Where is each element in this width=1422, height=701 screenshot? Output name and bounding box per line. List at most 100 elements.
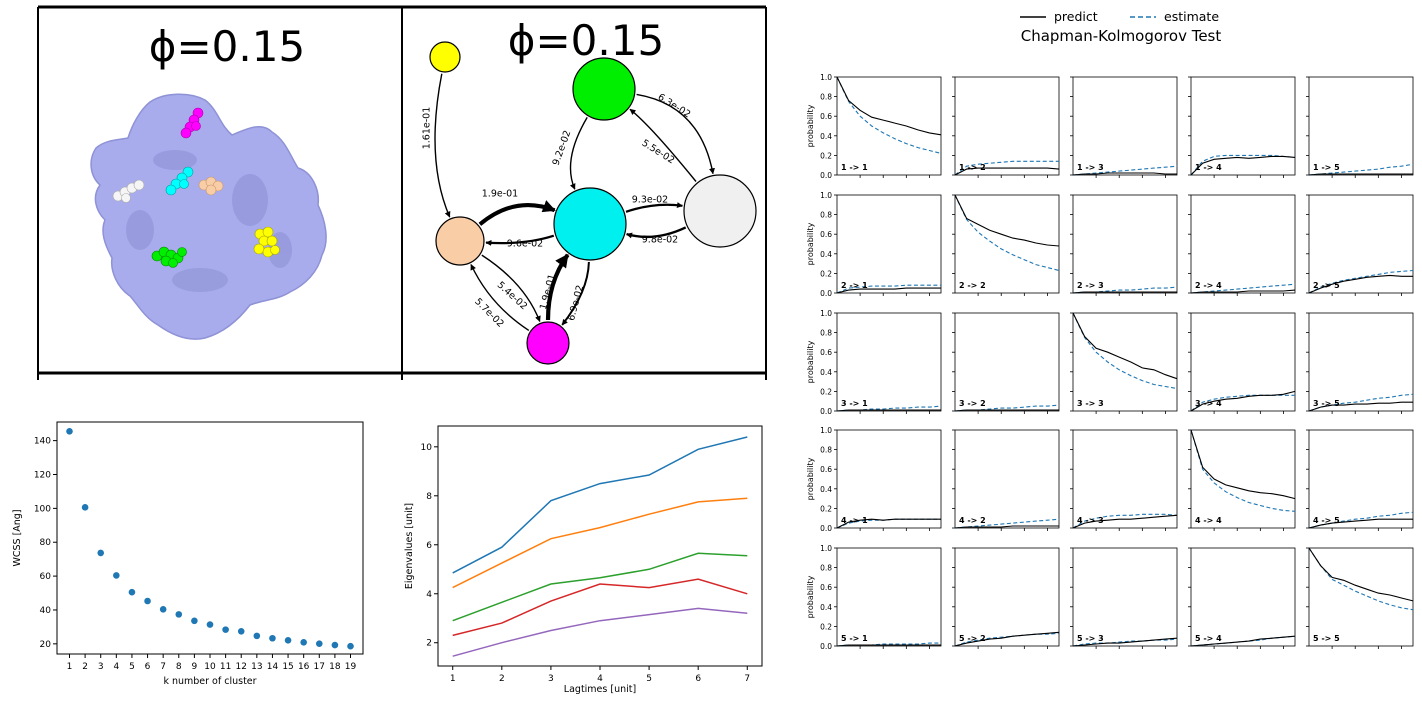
series-line-2: [452, 497, 748, 589]
ck-panel: 5 -> 5: [1306, 547, 1414, 649]
y-tick-label: 140: [34, 437, 51, 447]
data-point: [128, 588, 136, 596]
y-tick-label: 0.2: [820, 504, 832, 513]
pocket-green: [151, 246, 187, 268]
y-tick-label: 10: [421, 443, 433, 453]
ck-panel: 5 -> 2: [952, 547, 1060, 649]
ck-panel-frame: [1190, 76, 1296, 176]
estimate-line: [836, 76, 942, 154]
x-tick-label: 5: [646, 674, 652, 684]
y-tick-label: 0.2: [820, 269, 832, 278]
predict-line: [1308, 518, 1413, 529]
pocket-yellow: [253, 226, 280, 258]
predict-line: [1190, 155, 1296, 176]
ck-panel-frame: [954, 429, 1060, 529]
y-tick-label: 0.8: [820, 93, 832, 102]
ck-panel-frame: [1072, 547, 1178, 647]
ck-panel-label: 2 -> 2: [959, 281, 986, 290]
predict-line: [1190, 390, 1296, 412]
estimate-line: [836, 405, 942, 412]
series-line-5: [452, 607, 748, 657]
x-tick-label: 4: [597, 674, 603, 684]
data-point: [81, 504, 89, 511]
estimate-line: [836, 642, 941, 647]
plot-frame: [437, 425, 763, 667]
ck-panel: 0.0 0.2 0.4 0.6 0.8 1.0 probability 5 -> 1: [806, 544, 942, 651]
pocket-cyan: [165, 166, 194, 196]
edge-magenta-to-peach: [470, 263, 530, 331]
estimate-line: [1072, 312, 1178, 390]
y-tick-label: 0.0: [820, 171, 832, 180]
data-point: [206, 621, 214, 628]
y-tick-label: 20: [40, 640, 52, 650]
ck-panel-frame: [836, 194, 942, 294]
ck-panel-label: 5 -> 5: [1313, 634, 1340, 643]
estimate-line: [1190, 283, 1296, 294]
ck-panel-label: 3 -> 1: [841, 399, 868, 408]
ck-panel-frame: [836, 547, 942, 647]
ck-panel: 4 -> 5: [1306, 429, 1414, 531]
pocket-magenta: [180, 107, 204, 139]
edge-green-to-white: [636, 93, 715, 175]
ck-panel-frame: [1308, 429, 1414, 529]
x-tick-label: 17: [314, 662, 325, 672]
y-tick-label: 0.6: [820, 112, 832, 121]
y-tick-label: 4: [426, 590, 432, 600]
ck-panel-label: 5 -> 2: [959, 634, 986, 643]
ck-panel-label: 5 -> 3: [1077, 634, 1104, 643]
edge-label: 6.3e-02: [656, 92, 693, 121]
ck-panel-frame: [1308, 312, 1414, 412]
ck-panel: 4 -> 2: [952, 429, 1060, 531]
y-tick-label: 0.8: [820, 329, 832, 338]
y-tick-label: 0.8: [820, 446, 832, 455]
ck-panel-frame: [1308, 76, 1414, 176]
structure-title: ϕ=0.15: [149, 22, 305, 71]
estimate-line: [1072, 165, 1178, 176]
ck-legend: predict estimate: [1020, 9, 1219, 24]
ck-test-grid: Chapman-Kolmogorov Test predict estimate…: [806, 9, 1414, 651]
x-tick-label: 4: [113, 662, 119, 672]
x-tick-label: 7: [160, 662, 166, 672]
series-line-3: [452, 552, 748, 622]
predict-line: [1072, 312, 1178, 380]
y-tick-label: 0.6: [820, 348, 832, 357]
estimate-line: [1072, 286, 1178, 294]
y-tick-label: 100: [34, 504, 51, 514]
ck-panel: 0.0 0.2 0.4 0.6 0.8 1.0 probability 3 -> 1: [806, 309, 942, 416]
data-point: [144, 597, 151, 605]
ck-panel-label: 1 -> 5: [1313, 163, 1340, 172]
x-tick-label: 12: [235, 662, 246, 672]
y-tick-label: 8: [426, 492, 432, 502]
x-tick-label: 2: [499, 674, 505, 684]
y-tick-label: 1.0: [820, 73, 832, 82]
x-tick-label: 1: [450, 674, 456, 684]
estimate-line: [1072, 513, 1178, 529]
eigenvalue-plot: 1 2 3 4 5 6 7 2 4 6 8 10 Lagtimes [unit] Eigenvalues …: [404, 425, 763, 695]
network-title: ϕ=0.15: [508, 16, 664, 65]
edge-label: 1.61e-01: [422, 107, 433, 150]
ck-y-axis-label: probability: [806, 222, 815, 265]
ck-panel: 5 -> 3: [1070, 547, 1178, 649]
edge-label: 1.9e-01: [482, 189, 518, 200]
ck-y-axis-label: probability: [806, 340, 815, 383]
edge-peach-to-magenta: [481, 254, 541, 323]
x-axis-label: k number of cluster: [163, 676, 256, 687]
y-tick-label: 40: [40, 606, 52, 616]
ck-panel: 1 -> 5: [1306, 76, 1414, 178]
data-point: [237, 628, 245, 635]
legend-estimate-label: estimate: [1164, 9, 1219, 24]
y-axis-label: WCSS [Ang]: [12, 509, 23, 566]
predict-line: [1308, 173, 1413, 176]
edge-label: 6.9e-02: [566, 284, 586, 322]
data-point: [284, 636, 292, 644]
ck-panel: 0.0 0.2 0.4 0.6 0.8 1.0 probability 2 -> 1: [806, 191, 942, 298]
ck-panel-label: 1 -> 3: [1077, 163, 1104, 172]
x-tick-label: 15: [282, 662, 293, 672]
ck-panel: 0.0 0.2 0.4 0.6 0.8 1.0 probability 4 -> 1: [806, 426, 942, 533]
estimate-line: [954, 518, 1060, 529]
data-point: [159, 605, 167, 613]
estimate-line: [1190, 394, 1295, 412]
y-tick-label: 0.2: [820, 622, 832, 631]
x-tick-label: 3: [548, 674, 554, 684]
